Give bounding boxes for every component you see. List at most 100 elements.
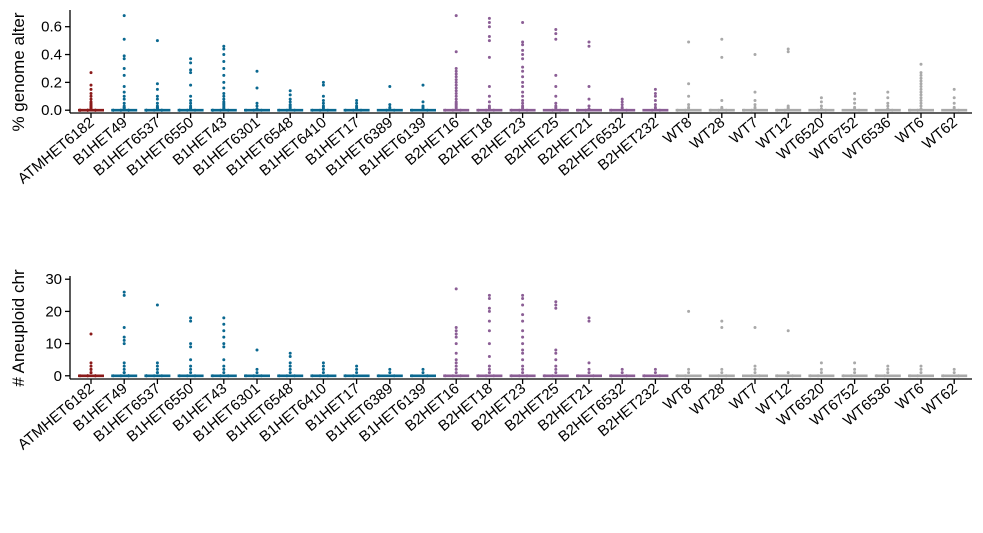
data-point bbox=[487, 329, 491, 333]
data-point bbox=[883, 374, 886, 378]
data-point bbox=[122, 326, 126, 329]
data-point bbox=[127, 108, 131, 112]
data-point bbox=[952, 96, 956, 100]
data-point bbox=[653, 371, 657, 375]
data-point bbox=[853, 92, 857, 96]
data-point bbox=[521, 342, 525, 346]
data-point bbox=[443, 108, 447, 112]
data-point bbox=[919, 364, 923, 368]
data-point bbox=[355, 364, 359, 368]
data-point bbox=[609, 374, 613, 378]
data-point bbox=[886, 101, 890, 105]
data-point bbox=[886, 371, 890, 375]
data-point bbox=[89, 364, 93, 368]
data-point bbox=[86, 374, 90, 378]
data-point bbox=[89, 332, 93, 336]
data-point bbox=[222, 92, 226, 96]
data-point bbox=[487, 306, 491, 310]
data-point bbox=[487, 21, 491, 25]
data-point bbox=[86, 108, 90, 112]
data-point bbox=[952, 107, 956, 111]
data-point bbox=[554, 32, 558, 36]
data-point bbox=[189, 316, 193, 320]
data-point bbox=[510, 108, 514, 112]
data-point bbox=[189, 68, 193, 72]
data-point bbox=[919, 85, 923, 89]
data-point bbox=[720, 107, 724, 111]
data-point bbox=[189, 83, 193, 87]
data-point bbox=[178, 108, 182, 112]
data-point bbox=[189, 345, 193, 349]
data-point bbox=[189, 94, 193, 98]
data-point bbox=[775, 108, 779, 112]
data-point bbox=[459, 374, 463, 378]
data-point bbox=[388, 85, 392, 89]
data-point bbox=[521, 293, 525, 297]
data-point bbox=[919, 76, 923, 80]
data-point bbox=[957, 108, 961, 112]
data-point bbox=[351, 374, 355, 378]
data-point bbox=[517, 108, 521, 112]
data-point bbox=[122, 66, 126, 70]
data-point bbox=[786, 371, 790, 375]
data-point bbox=[492, 374, 496, 378]
data-point bbox=[454, 72, 458, 76]
data-point bbox=[521, 319, 525, 323]
data-point bbox=[152, 108, 156, 112]
data-point bbox=[717, 108, 720, 112]
data-point bbox=[653, 367, 657, 371]
data-point bbox=[786, 47, 790, 51]
data-point bbox=[487, 55, 491, 59]
data-point bbox=[642, 374, 646, 378]
data-point bbox=[487, 100, 491, 104]
data-point bbox=[119, 374, 123, 378]
data-point bbox=[487, 34, 491, 38]
data-point bbox=[620, 107, 624, 111]
data-point bbox=[160, 108, 164, 112]
data-point bbox=[919, 101, 923, 105]
data-point bbox=[454, 50, 458, 54]
data-point bbox=[410, 108, 414, 112]
data-point bbox=[487, 25, 491, 29]
data-point bbox=[454, 86, 458, 90]
data-point bbox=[222, 329, 226, 333]
data-point bbox=[222, 47, 226, 51]
data-point bbox=[219, 108, 222, 112]
data-point bbox=[288, 89, 292, 93]
data-point bbox=[875, 374, 879, 378]
data-point bbox=[189, 57, 193, 61]
data-point bbox=[687, 107, 691, 111]
data-point bbox=[178, 374, 182, 378]
data-point bbox=[454, 364, 458, 368]
data-point bbox=[551, 374, 554, 378]
data-point bbox=[222, 66, 226, 70]
data-point bbox=[687, 94, 691, 98]
data-point bbox=[591, 374, 595, 378]
data-point bbox=[189, 342, 193, 346]
data-point bbox=[244, 108, 248, 112]
data-point bbox=[620, 367, 624, 371]
data-point bbox=[808, 374, 812, 378]
data-point bbox=[819, 107, 823, 111]
data-point bbox=[576, 374, 580, 378]
data-point bbox=[155, 303, 159, 307]
data-point bbox=[392, 374, 396, 378]
data-point bbox=[226, 374, 230, 378]
data-point bbox=[454, 332, 458, 336]
data-point bbox=[122, 367, 126, 371]
data-point bbox=[321, 83, 325, 87]
data-point bbox=[285, 374, 289, 378]
data-point bbox=[255, 371, 259, 375]
data-point bbox=[89, 371, 93, 375]
data-point bbox=[189, 371, 193, 375]
data-point bbox=[819, 371, 823, 375]
data-point bbox=[288, 354, 292, 358]
data-point bbox=[189, 61, 193, 65]
data-point bbox=[388, 103, 392, 107]
data-point bbox=[388, 107, 392, 111]
data-point bbox=[288, 364, 292, 368]
data-point bbox=[222, 44, 226, 48]
data-point bbox=[255, 86, 259, 90]
data-point bbox=[277, 374, 281, 378]
